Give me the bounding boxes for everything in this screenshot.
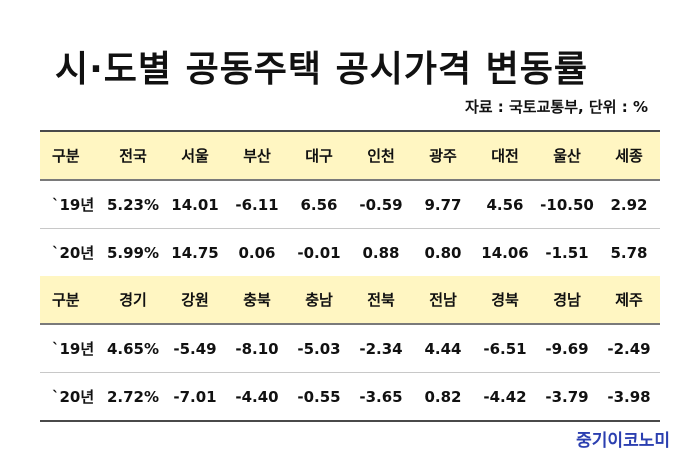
table-cell: 14.75 (164, 228, 226, 276)
table-cell: 4.65% (102, 323, 164, 373)
table-cell: 2.72% (102, 372, 164, 422)
header-cell: 서울 (164, 130, 226, 180)
table-cell: -5.49 (164, 323, 226, 373)
table-row: `20년 5.99% 14.75 0.06 -0.01 0.88 0.80 14… (40, 228, 660, 276)
header-cell: 전국 (102, 130, 164, 180)
table-cell: -4.40 (226, 372, 288, 422)
header-cell: 전남 (412, 276, 474, 324)
table-cell: -6.11 (226, 179, 288, 229)
table-cell: -9.69 (536, 323, 598, 373)
header-cell: 구분 (40, 130, 102, 180)
table-cell: -2.34 (350, 323, 412, 373)
table-cell: 0.88 (350, 228, 412, 276)
header-cell: 대전 (474, 130, 536, 180)
table-cell: 5.78 (598, 228, 660, 276)
table-cell: 0.06 (226, 228, 288, 276)
header-cell: 제주 (598, 276, 660, 324)
row-label-cell: `20년 (40, 372, 102, 422)
table-cell: -6.51 (474, 323, 536, 373)
table-header-row: 구분 경기 강원 충북 충남 전북 전남 경북 경남 제주 (40, 276, 660, 324)
table-cell: 0.82 (412, 372, 474, 422)
header-cell: 대구 (288, 130, 350, 180)
table-cell: -8.10 (226, 323, 288, 373)
table-cell: 5.99% (102, 228, 164, 276)
row-label-cell: `19년 (40, 179, 102, 229)
table-cell: -5.03 (288, 323, 350, 373)
header-cell: 충남 (288, 276, 350, 324)
table-cell: 4.44 (412, 323, 474, 373)
table-cell: -0.01 (288, 228, 350, 276)
row-label-cell: `20년 (40, 228, 102, 276)
table-cell: 0.80 (412, 228, 474, 276)
table-cell: -3.79 (536, 372, 598, 422)
table-row: `20년 2.72% -7.01 -4.40 -0.55 -3.65 0.82 … (40, 372, 660, 422)
table-row: `19년 4.65% -5.49 -8.10 -5.03 -2.34 4.44 … (40, 323, 660, 373)
table-cell: -10.50 (536, 179, 598, 229)
price-change-table: 구분 전국 서울 부산 대구 인천 광주 대전 울산 세종 `19년 5.23%… (40, 130, 660, 422)
header-cell: 광주 (412, 130, 474, 180)
table-cell: 9.77 (412, 179, 474, 229)
header-cell: 부산 (226, 130, 288, 180)
table-cell: 2.92 (598, 179, 660, 229)
source-note: 자료 : 국토교통부, 단위 : % (464, 98, 648, 116)
header-cell: 강원 (164, 276, 226, 324)
brand-logo: 중기이코노미 (576, 431, 670, 451)
table-cell: -0.59 (350, 179, 412, 229)
table-cell: -2.49 (598, 323, 660, 373)
table-cell: -3.65 (350, 372, 412, 422)
table-cell: 14.01 (164, 179, 226, 229)
table-cell: -0.55 (288, 372, 350, 422)
header-cell: 인천 (350, 130, 412, 180)
header-cell: 충북 (226, 276, 288, 324)
header-cell: 세종 (598, 130, 660, 180)
header-cell: 구분 (40, 276, 102, 324)
table-cell: -4.42 (474, 372, 536, 422)
table-cell: 4.56 (474, 179, 536, 229)
table-cell: -3.98 (598, 372, 660, 422)
table-header-row: 구분 전국 서울 부산 대구 인천 광주 대전 울산 세종 (40, 130, 660, 180)
header-cell: 경북 (474, 276, 536, 324)
header-cell: 울산 (536, 130, 598, 180)
table-cell: -1.51 (536, 228, 598, 276)
table-cell: -7.01 (164, 372, 226, 422)
table-row: `19년 5.23% 14.01 -6.11 6.56 -0.59 9.77 4… (40, 179, 660, 229)
page-title: 시·도별 공동주택 공시가격 변동률 (55, 49, 588, 90)
header-cell: 경남 (536, 276, 598, 324)
table-cell: 14.06 (474, 228, 536, 276)
header-cell: 경기 (102, 276, 164, 324)
table-cell: 6.56 (288, 179, 350, 229)
table-cell: 5.23% (102, 179, 164, 229)
header-cell: 전북 (350, 276, 412, 324)
row-label-cell: `19년 (40, 323, 102, 373)
